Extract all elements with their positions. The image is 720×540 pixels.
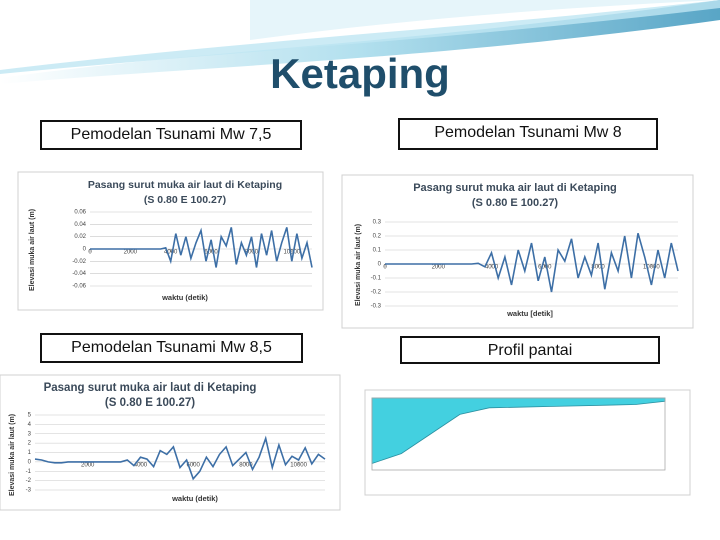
- chart-title: Pasang surut muka air laut di Ketaping: [413, 182, 617, 194]
- y-tick-label: 0.04: [74, 222, 86, 228]
- x-tick-label: 4000: [134, 462, 148, 468]
- chart-title: Pasang surut muka air laut di Ketaping: [88, 179, 282, 191]
- x-tick-label: 2000: [124, 250, 138, 256]
- y-tick-label: -2: [26, 478, 32, 484]
- y-axis-label: Elevasi muka air laut (m): [29, 209, 36, 291]
- plot-frame: [371, 397, 666, 471]
- y-tick-label: 5: [28, 413, 32, 419]
- x-tick-label: 8000: [245, 250, 259, 256]
- x-tick-label: 8000: [591, 265, 605, 271]
- slide-title: Ketaping: [270, 50, 450, 97]
- x-tick-label: 6000: [538, 265, 552, 271]
- x-axis-label: waktu [detik]: [506, 309, 553, 318]
- x-tick-label: 10000: [283, 250, 300, 256]
- y-tick-label: -0.1: [371, 276, 382, 282]
- y-tick-label: -1: [26, 469, 32, 475]
- y-tick-label: 0: [28, 459, 32, 465]
- x-tick-label: 2000: [81, 462, 95, 468]
- y-tick-label: 0.3: [373, 220, 382, 226]
- x-axis-label: waktu (detik): [171, 494, 218, 503]
- chart-title: Pasang surut muka air laut di Ketaping: [44, 382, 257, 394]
- caption: Pemodelan Tsunami Mw 8,5: [40, 333, 303, 363]
- x-tick-label: 4000: [164, 250, 178, 256]
- y-tick-label: 0.1: [373, 248, 382, 254]
- y-tick-label: -0.06: [72, 284, 86, 290]
- y-tick-label: 2: [28, 441, 32, 447]
- chart-subtitle: (S 0.80 E 100.27): [105, 397, 195, 409]
- data-line: [34, 435, 326, 481]
- chart-panel: [341, 174, 694, 329]
- y-tick-label: -0.2: [371, 290, 382, 296]
- chart-subtitle: (S 0.80 E 100.27): [472, 197, 559, 209]
- chart-panel: [364, 389, 691, 496]
- y-tick-label: 0.02: [74, 234, 86, 240]
- x-tick-label: 10000: [290, 462, 307, 468]
- y-tick-label: 4: [28, 422, 32, 428]
- x-tick-label: 6000: [187, 462, 201, 468]
- caption: Pemodelan Tsunami Mw 7,5: [40, 120, 302, 150]
- y-axis-label: Elevasi muka air laut (m): [355, 224, 362, 306]
- x-tick-label: 0: [88, 250, 92, 256]
- y-tick-label: 0: [378, 262, 382, 268]
- y-tick-label: 0: [83, 247, 87, 253]
- data-area: [371, 397, 666, 465]
- header-decoration: [0, 0, 720, 84]
- chart-subtitle: (S 0.80 E 100.27): [144, 194, 226, 206]
- x-tick-label: 10000: [643, 265, 660, 271]
- chart-panel: [17, 171, 324, 311]
- y-tick-label: 3: [28, 431, 32, 437]
- chart-panel: [0, 374, 341, 511]
- y-tick-label: -0.04: [72, 271, 86, 277]
- y-tick-label: 0.2: [373, 234, 382, 240]
- y-tick-label: 0.06: [74, 210, 86, 216]
- x-tick-label: 0: [383, 265, 387, 271]
- y-axis-label: Elevasi muka air laut (m): [9, 414, 16, 496]
- y-tick-label: -0.3: [371, 304, 382, 310]
- y-tick-label: 1: [28, 450, 32, 456]
- y-tick-label: -3: [26, 488, 32, 494]
- x-axis-label: waktu (detik): [161, 293, 208, 302]
- x-tick-label: 8000: [239, 462, 253, 468]
- x-tick-label: 4000: [485, 265, 499, 271]
- x-tick-label: 2000: [432, 265, 446, 271]
- caption: Profil pantai: [400, 336, 660, 364]
- y-tick-label: -0.02: [72, 259, 86, 265]
- data-line: [385, 232, 679, 293]
- x-tick-label: 6000: [204, 250, 218, 256]
- caption: Pemodelan Tsunami Mw 8: [398, 118, 658, 150]
- data-line: [90, 227, 313, 268]
